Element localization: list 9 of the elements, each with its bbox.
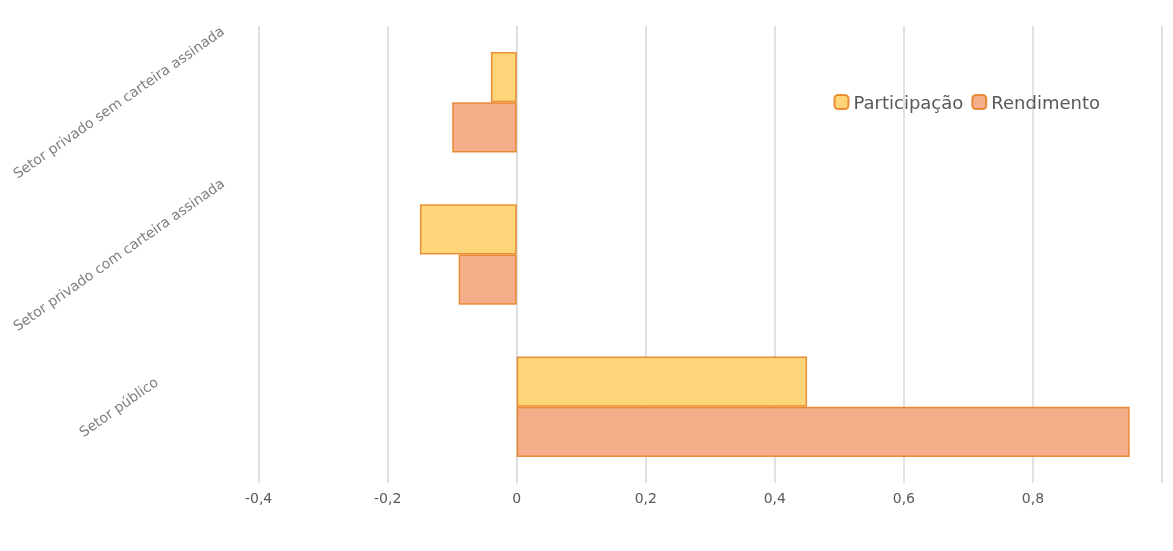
x-tick-label: 0,2 [634, 490, 657, 506]
x-tick-label: 0,8 [1021, 490, 1045, 506]
legend-label: Participação [853, 91, 964, 113]
x-tick-label: -0,2 [373, 490, 402, 506]
x-tick-label: 0,4 [763, 490, 787, 506]
x-tick-label: 0 [512, 490, 522, 506]
x-tick-label: -0,4 [244, 490, 273, 506]
legend-label: Rendimento [991, 91, 1101, 113]
x-tick-label: 0,6 [892, 490, 916, 506]
